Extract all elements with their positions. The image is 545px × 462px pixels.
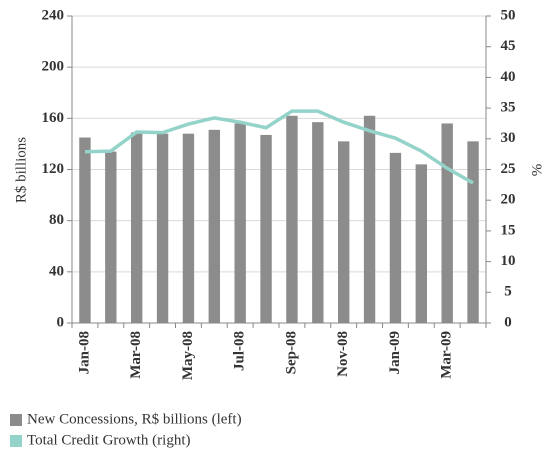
bar <box>312 122 324 323</box>
y2-tick-label: 45 <box>501 38 516 54</box>
y-axis-label: R$ billions <box>13 137 29 203</box>
bar <box>441 123 453 323</box>
x-tick-label: Mar-08 <box>128 331 144 379</box>
x-tick-label: Mar-09 <box>439 331 455 379</box>
legend-label: New Concessions, R$ billions (left) <box>27 411 242 427</box>
y2-tick-label: 20 <box>501 192 516 208</box>
bar <box>286 115 298 324</box>
bar <box>130 132 143 323</box>
x-tick-label: Sep-08 <box>283 331 299 374</box>
bar <box>156 133 169 323</box>
y2-tick-label: 15 <box>501 222 516 238</box>
y-tick-label: 80 <box>49 212 64 228</box>
bar <box>363 115 376 324</box>
y2-tick-label: 30 <box>501 130 516 146</box>
y2-tick-label: 5 <box>504 284 512 300</box>
y-tick-label: 0 <box>57 314 65 330</box>
x-tick-label: Jan-09 <box>387 331 403 374</box>
bar <box>105 151 117 323</box>
y2-axis-label: % <box>529 164 545 177</box>
y2-tick-label: 0 <box>504 314 512 330</box>
legend-swatch <box>10 435 22 447</box>
y-tick-label: 120 <box>42 161 65 177</box>
legend-swatch <box>10 414 22 426</box>
x-tick-label: May-08 <box>180 331 196 380</box>
line <box>84 109 474 185</box>
bar <box>467 141 479 323</box>
bar <box>337 141 350 323</box>
bar <box>182 133 195 323</box>
y2-tick-label: 35 <box>501 100 516 116</box>
y2-tick-label: 10 <box>501 253 516 269</box>
bar <box>260 134 272 323</box>
y-tick-label: 200 <box>42 59 65 75</box>
x-tick-label: Jul-08 <box>232 331 248 371</box>
y2-tick-label: 25 <box>501 161 516 177</box>
bar <box>79 137 91 323</box>
y2-tick-label: 40 <box>501 69 516 85</box>
y2-tick-label: 50 <box>501 7 516 23</box>
x-tick-label: Jan-08 <box>76 331 92 374</box>
y-tick-label: 160 <box>42 110 65 126</box>
bar <box>389 152 402 323</box>
x-tick-label: Nov-08 <box>335 331 351 377</box>
y-tick-label: 40 <box>49 263 64 279</box>
bar <box>208 129 221 323</box>
legend-label: Total Credit Growth (right) <box>27 432 191 448</box>
y-tick-label: 240 <box>42 7 65 23</box>
bar <box>234 123 246 323</box>
bar <box>415 164 428 323</box>
